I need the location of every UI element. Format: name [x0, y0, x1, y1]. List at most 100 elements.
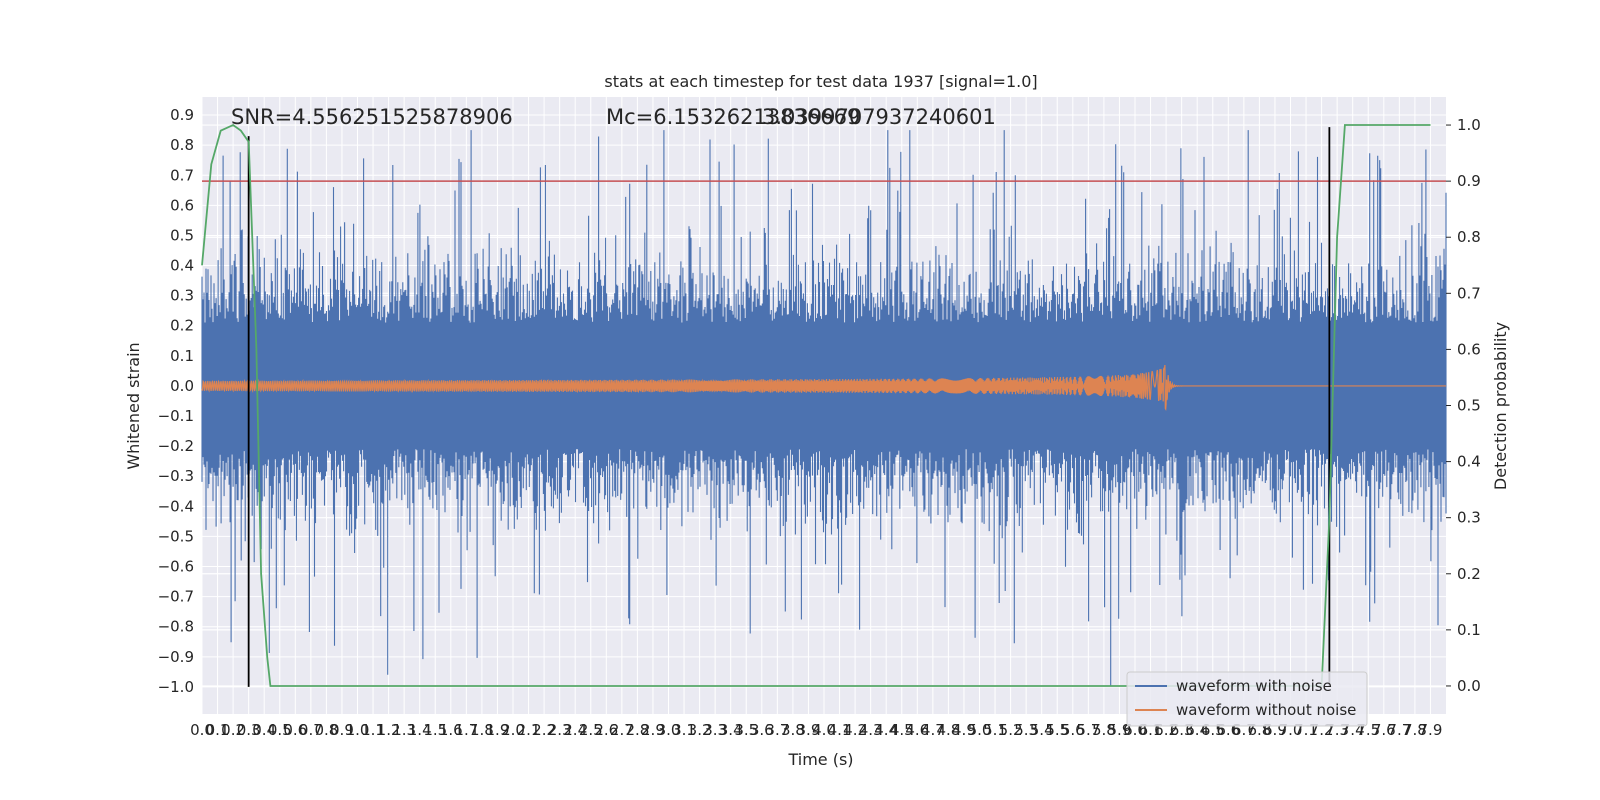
y-tick-label: 0.6 — [170, 196, 194, 214]
y2-axis-label: Detection probability — [1491, 322, 1510, 490]
y-tick-label: 0.4 — [170, 257, 194, 275]
x-tick-label: 0.1 — [206, 721, 230, 739]
x-tick-label: 3.5 — [734, 721, 758, 739]
y-tick-label: −0.5 — [158, 527, 194, 545]
x-tick-label: 5.7 — [1076, 721, 1100, 739]
legend: waveform with noise waveform without noi… — [1126, 671, 1368, 727]
trigger-vlines — [247, 127, 1331, 687]
x-tick-label: 0.2 — [221, 721, 245, 739]
x-tick-label: 1.1 — [361, 721, 385, 739]
x-tick-label: 3.9 — [797, 721, 821, 739]
y-tick-label: 0.3 — [170, 287, 194, 305]
x-tick-label: 1.8 — [470, 721, 494, 739]
x-tick-label: 0.0 — [190, 721, 214, 739]
x-tick-label: 0.3 — [237, 721, 261, 739]
x-tick-label: 1.0 — [346, 721, 370, 739]
y2-tick-label: 0.7 — [1457, 284, 1481, 302]
x-tick-label: 3.3 — [703, 721, 727, 739]
x-tick-label: 1.2 — [377, 721, 401, 739]
x-tick-label: 2.8 — [625, 721, 649, 739]
x-tick-label: 0.5 — [268, 721, 292, 739]
x-tick-label: 5.6 — [1061, 721, 1085, 739]
x-tick-label: 3.4 — [719, 721, 743, 739]
x-tick-label: 2.4 — [563, 721, 587, 739]
x-tick-label: 3.7 — [765, 721, 789, 739]
y2-tick-label: 0.6 — [1457, 340, 1481, 358]
series-detection-probability — [201, 123, 1431, 687]
x-tick-label: 7.6 — [1372, 721, 1396, 739]
x-tick-label: 4.4 — [874, 721, 898, 739]
x-tick-label: 2.0 — [501, 721, 525, 739]
y2-tick-label: 0.9 — [1457, 172, 1481, 190]
x-tick-label: 4.6 — [905, 721, 929, 739]
y2-tick-label: 0.3 — [1457, 509, 1481, 527]
y-tick-label: −0.4 — [158, 497, 194, 515]
y-tick-label: −0.9 — [158, 648, 194, 666]
x-tick-label: 7.9 — [1419, 721, 1443, 739]
x-tick-label: 5.0 — [968, 721, 992, 739]
x-tick-label: 2.2 — [532, 721, 556, 739]
legend-label-clean: waveform without noise — [1176, 701, 1356, 719]
x-tick-label: 1.5 — [423, 721, 447, 739]
y2-tick-label: 0.1 — [1457, 621, 1481, 639]
x-tick-label: 5.4 — [1030, 721, 1054, 739]
y-axis-ticks: 0.9 0.8 0.7 0.6 0.5 0.4 0.3 0.2 0.1 0.0 −0.1 −0.2 −0… — [158, 106, 194, 696]
x-tick-label: 1.4 — [408, 721, 432, 739]
y2-tick-label: 0.5 — [1457, 397, 1481, 415]
y2-tick-label: 1.0 — [1457, 116, 1481, 134]
y-tick-label: 0.2 — [170, 317, 194, 335]
x-tick-label: 0.8 — [314, 721, 338, 739]
annotation-chirp-mass-tail: 3.0399707937240601 — [762, 105, 996, 129]
x-tick-label: 4.8 — [936, 721, 960, 739]
y-tick-label: 0.9 — [170, 106, 194, 124]
x-tick-label: 0.6 — [283, 721, 307, 739]
y-tick-label: −0.6 — [158, 558, 194, 576]
x-tick-label: 7.7 — [1387, 721, 1411, 739]
x-tick-label: 4.7 — [921, 721, 945, 739]
y-tick-label: 0.0 — [170, 377, 194, 395]
x-tick-label: 5.1 — [983, 721, 1007, 739]
x-tick-label: 0.7 — [299, 721, 323, 739]
x-tick-label: 1.7 — [454, 721, 478, 739]
y-tick-label: 0.8 — [170, 136, 194, 154]
x-tick-label: 7.8 — [1403, 721, 1427, 739]
x-tick-label: 3.6 — [750, 721, 774, 739]
y-tick-label: −0.3 — [158, 467, 194, 485]
x-tick-label: 3.1 — [672, 721, 696, 739]
chart-title: stats at each timestep for test data 193… — [604, 72, 1037, 91]
y2-tick-label: 0.8 — [1457, 228, 1481, 246]
x-tick-label: 2.5 — [579, 721, 603, 739]
y-tick-label: −0.1 — [158, 407, 194, 425]
x-tick-label: 3.2 — [688, 721, 712, 739]
x-tick-label: 0.4 — [252, 721, 276, 739]
x-tick-label: 5.3 — [1014, 721, 1038, 739]
x-tick-label: 2.1 — [517, 721, 541, 739]
x-tick-label: 1.6 — [439, 721, 463, 739]
x-tick-label: 2.3 — [548, 721, 572, 739]
x-tick-label: 5.2 — [999, 721, 1023, 739]
x-tick-label: 5.5 — [1045, 721, 1069, 739]
annotation-snr: SNR=4.556251525878906 — [231, 105, 513, 129]
x-axis-label: Time (s) — [787, 750, 853, 769]
x-tick-label: 5.9 — [1108, 721, 1132, 739]
x-tick-label: 1.9 — [486, 721, 510, 739]
y-axis-label: Whitened strain — [124, 342, 143, 469]
x-tick-label: 4.0 — [812, 721, 836, 739]
x-tick-label: 4.3 — [859, 721, 883, 739]
x-tick-label: 1.3 — [392, 721, 416, 739]
y2-tick-label: 0.4 — [1457, 453, 1481, 471]
annotation-chirp-mass: Mc=6.15326213836669 — [606, 105, 860, 129]
y2-tick-label: 0.0 — [1457, 677, 1481, 695]
x-tick-label: 4.9 — [952, 721, 976, 739]
x-tick-label: 2.9 — [641, 721, 665, 739]
y-tick-label: 0.5 — [170, 226, 194, 244]
y-tick-label: −0.8 — [158, 618, 194, 636]
x-tick-label: 5.8 — [1092, 721, 1116, 739]
y-tick-label: 0.7 — [170, 166, 194, 184]
x-tick-label: 4.5 — [890, 721, 914, 739]
x-axis-ticks: 0.00.10.20.30.40.50.60.70.80.91.01.11.21… — [190, 721, 1442, 739]
y2-axis-ticks: 1.0 0.9 0.8 0.7 0.6 0.5 0.4 0.3 0.2 0.1 0.0 — [1446, 116, 1481, 695]
x-tick-label: 3.8 — [781, 721, 805, 739]
x-tick-label: 2.7 — [610, 721, 634, 739]
